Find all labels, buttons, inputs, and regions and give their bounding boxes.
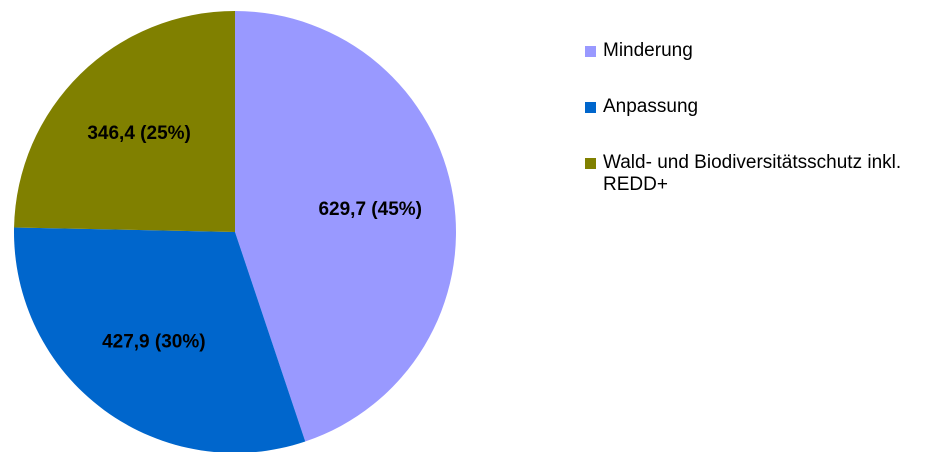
data-label: 629,7 (45%) bbox=[318, 199, 422, 220]
data-label: 346,4 (25%) bbox=[87, 123, 191, 144]
pie-area: 629,7 (45%) 427,9 (30%) 346,4 (25%) bbox=[14, 11, 456, 452]
legend-label: Anpassung bbox=[603, 96, 699, 117]
legend-item: Wald- und Biodiversitätsschutz inkl. RED… bbox=[585, 152, 935, 196]
legend-item: Minderung bbox=[585, 40, 935, 62]
legend: Minderung Anpassung Wald- und Biodiversitä… bbox=[585, 40, 935, 230]
legend-label: Minderung bbox=[603, 40, 693, 61]
legend-swatch bbox=[585, 46, 596, 57]
legend-swatch bbox=[585, 102, 596, 113]
legend-item: Anpassung bbox=[585, 96, 935, 118]
pie-slice bbox=[14, 227, 306, 452]
pie-slice bbox=[235, 11, 456, 442]
data-label: 427,9 (30%) bbox=[102, 331, 206, 352]
legend-swatch bbox=[585, 158, 596, 169]
pie-slice bbox=[14, 11, 235, 232]
legend-label: Wald- und Biodiversitätsschutz inkl. RED… bbox=[603, 152, 902, 195]
